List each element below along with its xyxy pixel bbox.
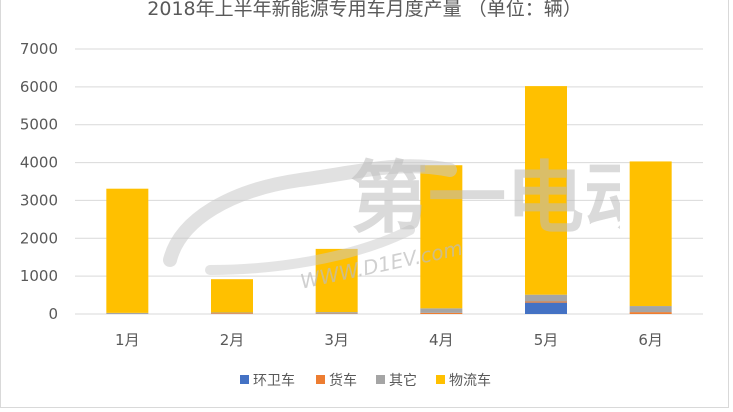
legend-label: 货车 [329, 372, 357, 389]
gridlines [75, 48, 703, 315]
y-tick-label: 2000 [20, 229, 58, 247]
bar-segment-其它 [525, 294, 567, 302]
x-tick-label: 1月 [115, 331, 140, 349]
bar-segment-货车 [420, 312, 463, 314]
bar-segment-其它 [211, 312, 253, 314]
bar-segment-货车 [211, 313, 253, 314]
y-tick-label: 6000 [20, 78, 58, 96]
bar-segment-其它 [315, 312, 358, 314]
bar-segment-物流车 [211, 279, 253, 313]
legend-swatch [240, 375, 249, 384]
y-tick-label: 5000 [20, 116, 58, 134]
bar-segment-物流车 [420, 165, 463, 309]
bar-segment-物流车 [315, 248, 358, 313]
bar-segment-环卫车 [525, 302, 567, 314]
bar-segment-其它 [420, 308, 463, 313]
legend-label: 环卫车 [253, 372, 295, 389]
y-axis: 0 1000 2000 3000 4000 5000 6000 7000 [20, 40, 58, 323]
x-tick-label: 5月 [534, 331, 559, 349]
bar-segment-物流车 [525, 86, 567, 295]
x-axis: 1月 2月 3月 4月 5月 6月 [115, 331, 663, 349]
bar-segment-货车 [525, 301, 567, 303]
x-tick-label: 2月 [220, 331, 245, 349]
bar-segment-货车 [629, 312, 672, 314]
legend: 环卫车 货车 其它 物流车 [240, 372, 491, 389]
bar-segment-其它 [629, 306, 672, 313]
legend-swatch [316, 375, 325, 384]
legend-label: 其它 [389, 372, 417, 389]
bar-segment-其它 [106, 312, 149, 314]
y-tick-label: 0 [48, 305, 58, 323]
x-tick-label: 3月 [324, 331, 349, 349]
legend-label: 物流车 [449, 372, 491, 389]
bar-segment-物流车 [106, 188, 149, 313]
y-tick-label: 4000 [20, 154, 58, 172]
chart-title: 2018年上半年新能源专用车月度产量 （单位：辆） [147, 0, 582, 20]
x-tick-label: 4月 [429, 331, 454, 349]
y-tick-label: 7000 [20, 40, 58, 58]
y-tick-label: 3000 [20, 191, 58, 209]
legend-swatch [376, 375, 385, 384]
legend-swatch [436, 375, 445, 384]
x-tick-label: 6月 [638, 331, 663, 349]
bar-segment-物流车 [629, 161, 672, 307]
y-tick-label: 1000 [20, 267, 58, 285]
